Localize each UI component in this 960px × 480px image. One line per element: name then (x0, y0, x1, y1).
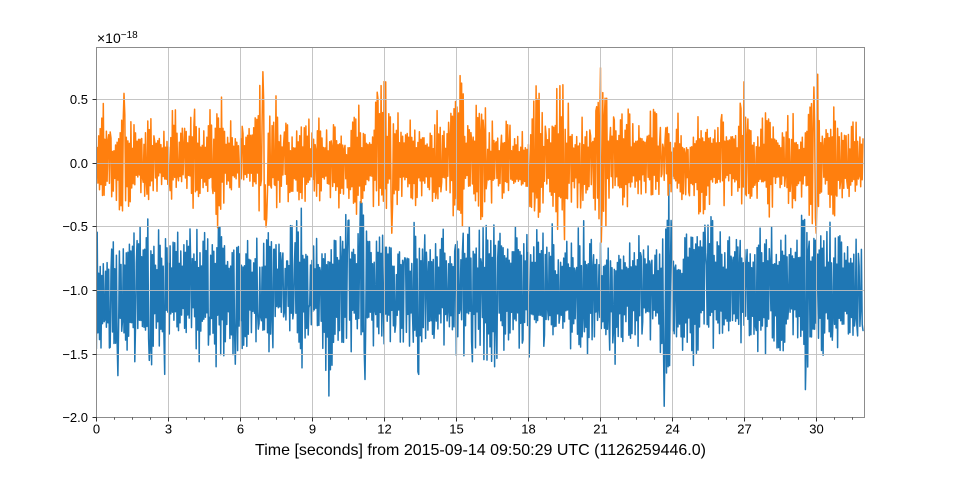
svg-text:6: 6 (237, 422, 244, 437)
svg-text:0.0: 0.0 (70, 156, 88, 171)
svg-text:24: 24 (665, 422, 679, 437)
svg-text:27: 27 (737, 422, 751, 437)
svg-text:Time [seconds] from 2015-09-14: Time [seconds] from 2015-09-14 09:50:29 … (255, 442, 706, 459)
svg-text:0.5: 0.5 (70, 92, 88, 107)
svg-text:−0.5: −0.5 (62, 219, 88, 234)
svg-text:30: 30 (809, 422, 823, 437)
svg-text:21: 21 (593, 422, 607, 437)
svg-text:3: 3 (165, 422, 172, 437)
svg-text:9: 9 (309, 422, 316, 437)
svg-text:0: 0 (93, 422, 100, 437)
svg-text:18: 18 (521, 422, 535, 437)
svg-text:−1.0: −1.0 (62, 283, 88, 298)
svg-text:15: 15 (449, 422, 463, 437)
svg-text:12: 12 (377, 422, 391, 437)
svg-text:−2.0: −2.0 (62, 410, 88, 425)
svg-text:−1.5: −1.5 (62, 347, 88, 362)
